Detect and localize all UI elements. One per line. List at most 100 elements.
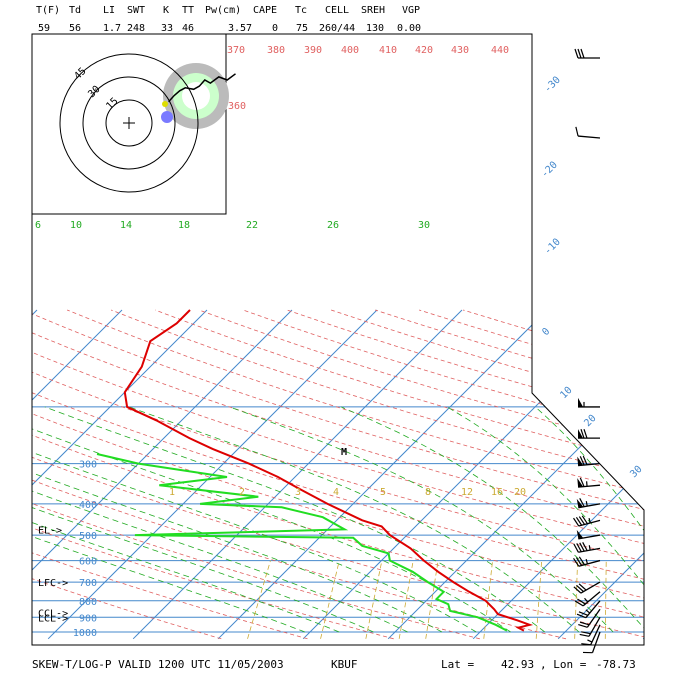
- wind-barb-staff: [580, 581, 601, 594]
- hodograph-ring: [82, 76, 176, 170]
- header-value-sreh: 130: [366, 23, 384, 34]
- wind-barb-flag: [581, 643, 591, 646]
- wind-barb-flag: [576, 543, 582, 552]
- theta-label: 380: [267, 45, 285, 56]
- mixing-ratio-line: [425, 560, 439, 639]
- wind-barb: [581, 624, 601, 646]
- footer-lon: -78.73: [596, 658, 636, 671]
- parcel-level-label: CCL->: [38, 609, 68, 620]
- mixing-ratio-label: 5: [380, 487, 386, 498]
- wind-barb-staff: [578, 135, 601, 139]
- mixing-ratio-line: [365, 560, 383, 639]
- footer: SKEW-T/LOG-P VALID 1200 UTC 11/05/2003 K…: [32, 658, 636, 671]
- theta-label: 360: [228, 101, 246, 112]
- wind-barb-flag: [578, 611, 589, 616]
- parcel-level-label: LFC->: [38, 578, 68, 589]
- dry-adiabat: [330, 309, 644, 640]
- isotherm-line: [557, 309, 644, 640]
- mixing-ratio-line: [574, 560, 579, 639]
- mixing-ratio-line: [604, 560, 607, 639]
- wind-barb-half-flag: [587, 639, 593, 643]
- wind-barb-flag: [579, 621, 590, 626]
- wind-barb-half-flag: [584, 597, 589, 603]
- mixing-ratio-line: [483, 560, 493, 639]
- wind-barb-staff: [578, 462, 601, 467]
- wind-barb-flag: [576, 613, 587, 619]
- pressure-tick-label: 300: [79, 460, 97, 471]
- wind-barb-flag: [581, 631, 591, 635]
- dry-adiabat: [32, 309, 480, 640]
- header-label-tf: T(F): [36, 5, 60, 16]
- moist-adiabat-label: 22: [246, 220, 258, 231]
- wind-barb-flag: [580, 428, 585, 439]
- wind-barb-flag: [575, 557, 583, 566]
- isotherm-line: [32, 309, 208, 640]
- wind-barb-staff: [590, 624, 601, 646]
- moist-adiabat: [340, 406, 644, 633]
- wind-barb-flag: [577, 48, 582, 59]
- wind-barb-staff: [578, 547, 601, 553]
- wind-barb-half-flag: [585, 609, 591, 614]
- mixing-ratio-label: 12: [461, 487, 473, 498]
- dry-adiabat: [32, 309, 567, 640]
- isotherm-label: 10: [558, 385, 574, 401]
- wind-barb: [574, 591, 601, 607]
- pressure-tick-label: 500: [79, 531, 97, 542]
- theta-label: 410: [379, 45, 397, 56]
- wind-barb-staff: [578, 519, 601, 527]
- dry-adiabat: [32, 309, 644, 640]
- theta-label: 420: [415, 45, 433, 56]
- wind-barb: [573, 581, 601, 594]
- hodograph-ring: [105, 99, 153, 147]
- wind-barb-flag: [582, 542, 588, 551]
- wind-barb-flag: [579, 456, 585, 466]
- wind-barb-flag: [583, 428, 588, 439]
- header-value-swt: 248: [127, 23, 145, 34]
- wind-barb-flag: [578, 624, 588, 628]
- moist-adiabat: [32, 406, 340, 633]
- mixing-ratio-label: 8: [425, 487, 431, 498]
- wind-barb-flag: [579, 477, 585, 487]
- wind-barb-flag: [582, 455, 588, 466]
- mixing-ratio-label: 20: [514, 487, 526, 498]
- header-value-tc: 75: [296, 23, 308, 34]
- storm-motion-marker: [161, 111, 173, 123]
- wind-barb: [578, 397, 600, 408]
- mixing-ratio-line: [247, 560, 271, 639]
- wind-barb-flag: [579, 498, 585, 507]
- wind-barb-staff: [578, 534, 601, 540]
- wind-barb-flag: [579, 542, 585, 552]
- mixing-ratio-line: [320, 560, 340, 639]
- wind-barb-pennant: [576, 498, 584, 508]
- dry-adiabat: [242, 309, 644, 640]
- parcel-level-label: EL->: [38, 525, 62, 536]
- wind-barb-pennant: [577, 456, 584, 466]
- wind-barb-staff: [582, 591, 601, 607]
- wind-barb-flag: [580, 48, 585, 59]
- moist-adiabat: [446, 406, 644, 633]
- wind-barb-half-flag: [585, 558, 589, 565]
- wind-barb: [576, 530, 601, 540]
- dry-adiabat: [154, 309, 644, 640]
- wind-barb-flag: [578, 583, 587, 591]
- hodograph-ring: [59, 53, 199, 193]
- mixing-ratio-label: 4: [333, 487, 339, 498]
- isotherm-line: [32, 309, 293, 640]
- isotherm-label: 0: [540, 326, 552, 338]
- moist-adiabat: [229, 406, 614, 633]
- wind-barb-half-flag: [588, 517, 591, 524]
- wind-barb-flag: [574, 48, 579, 59]
- moist-adiabat: [535, 406, 644, 633]
- moist-adiabat: [44, 406, 546, 633]
- isotherm-label: -20: [539, 160, 560, 181]
- wind-barb-flag: [574, 600, 584, 607]
- header-label-tc: Tc: [295, 5, 307, 16]
- moist-adiabat-label: 14: [120, 220, 132, 231]
- footer-lon-label: , Lon =: [540, 658, 587, 671]
- plot-border: [31, 33, 645, 646]
- footer-title: SKEW-T/LOG-P VALID 1200 UTC 11/05/2003: [32, 658, 284, 671]
- dry-adiabat: [286, 309, 644, 640]
- dry-adiabat: [32, 309, 644, 640]
